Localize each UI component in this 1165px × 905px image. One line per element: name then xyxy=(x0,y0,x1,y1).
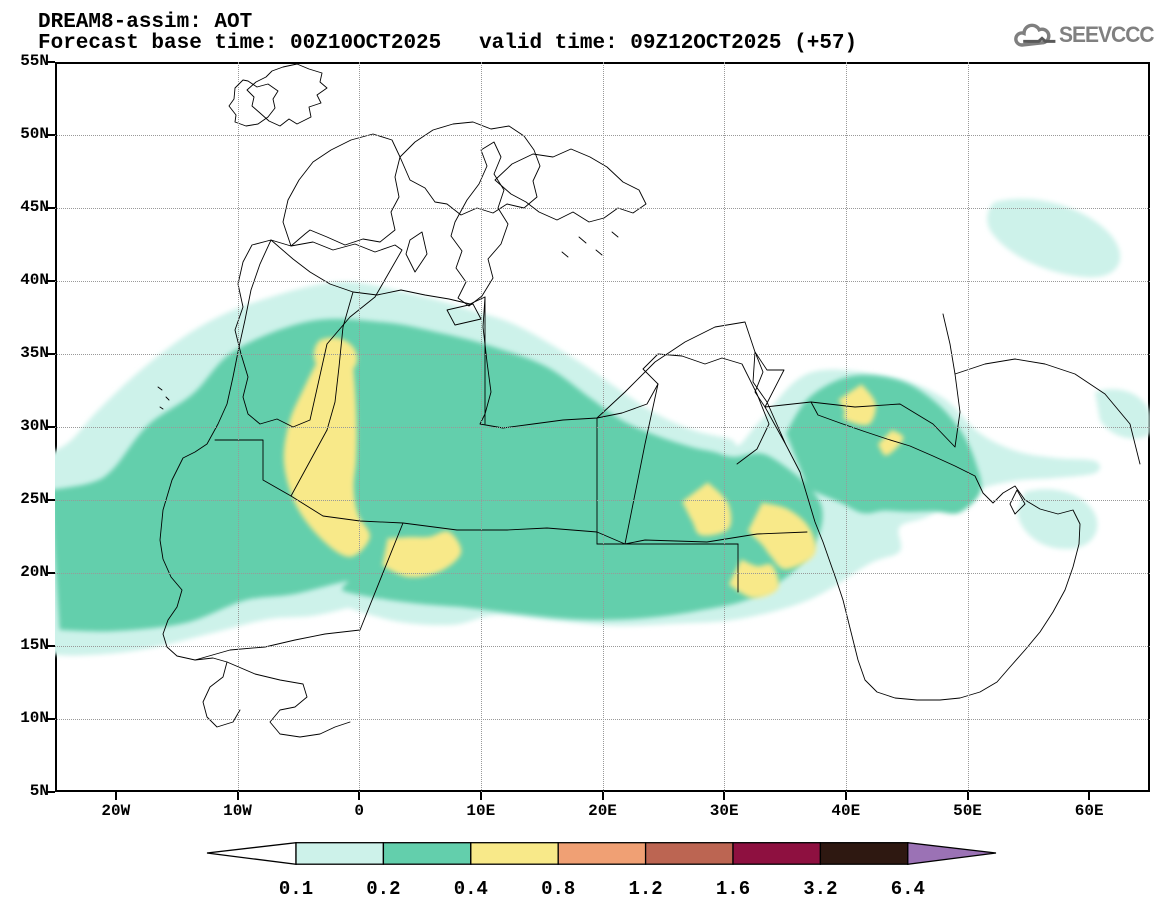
svg-text:0.8: 0.8 xyxy=(541,878,575,900)
svg-text:1.6: 1.6 xyxy=(716,878,750,900)
svg-text:6.4: 6.4 xyxy=(891,878,925,900)
svg-text:3.2: 3.2 xyxy=(803,878,837,900)
svg-text:1.2: 1.2 xyxy=(628,878,662,900)
svg-text:0.4: 0.4 xyxy=(454,878,488,900)
svg-text:0.1: 0.1 xyxy=(279,878,313,900)
svg-text:0.2: 0.2 xyxy=(366,878,400,900)
